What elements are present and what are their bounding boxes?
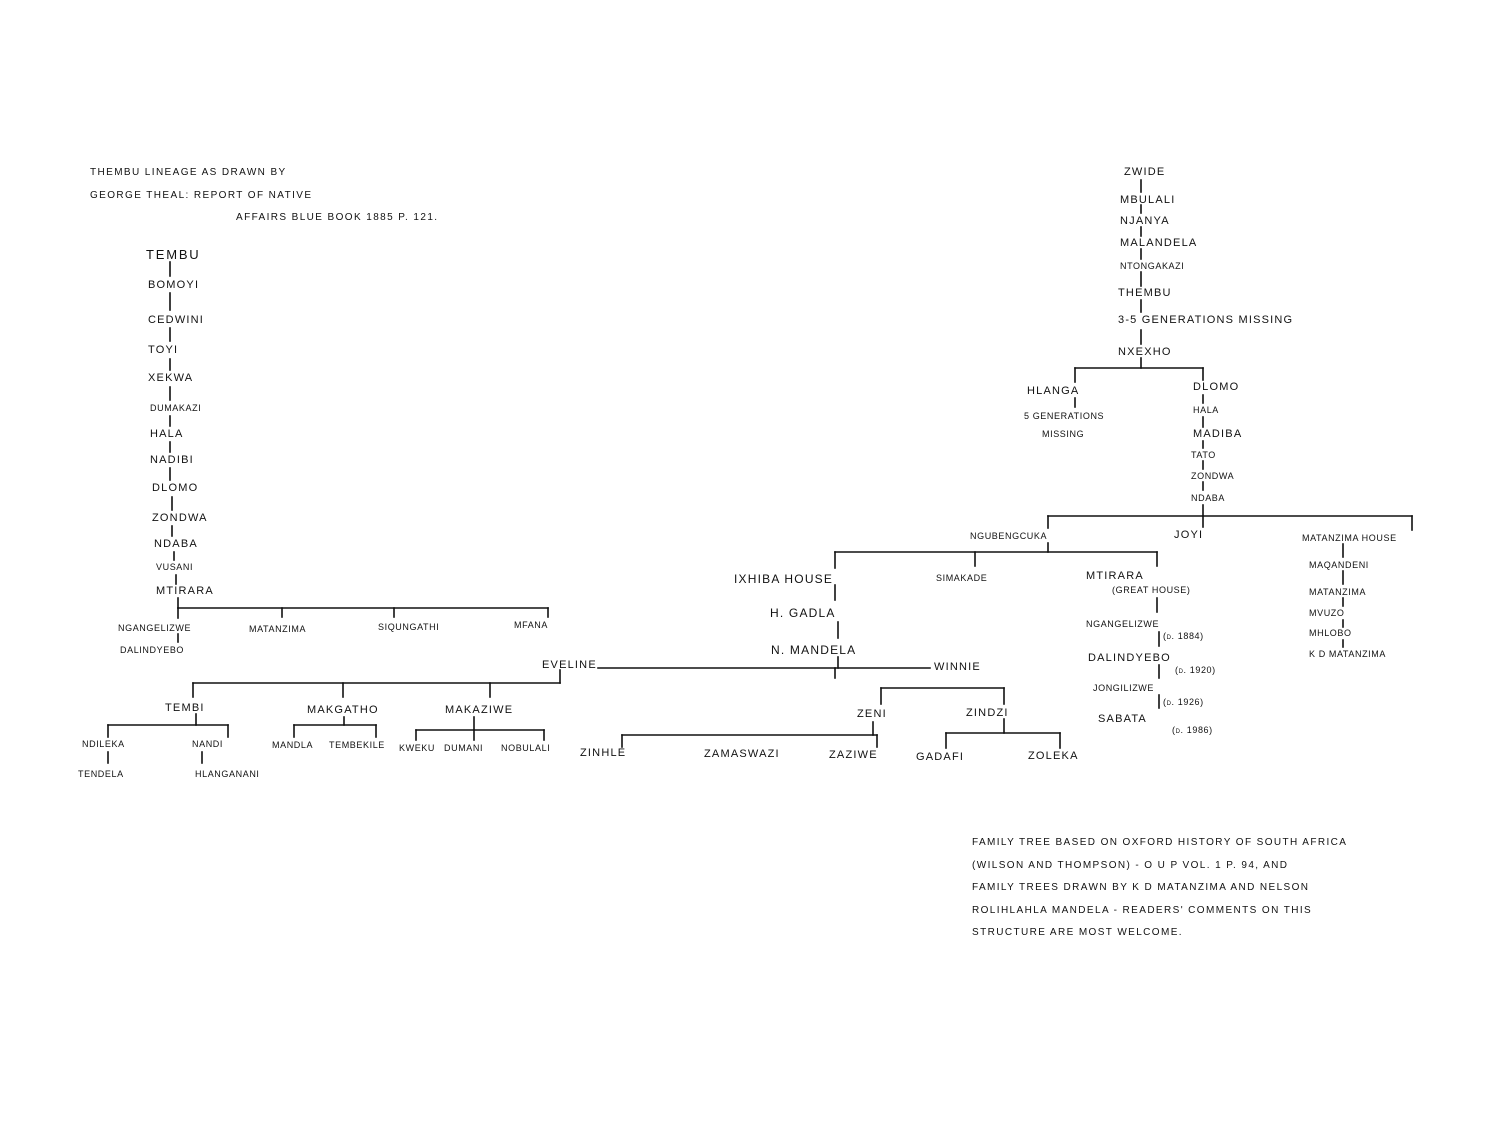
node-winnie: WINNIE — [934, 661, 981, 673]
footer-line: STRUCTURE ARE MOST WELCOME. — [972, 927, 1183, 938]
node-ixhiba-house: IXHIBA HOUSE — [734, 572, 834, 586]
node-zaziwe: ZAZIWE — [829, 749, 878, 761]
node-h-gadla: H. GADLA — [770, 606, 836, 620]
node-nobulali: NOBULALI — [501, 743, 551, 753]
node-mfana: MFANA — [514, 620, 549, 630]
node-xekwa: XEKWA — [148, 372, 194, 384]
node-eveline: EVELINE — [542, 659, 597, 671]
node-zindzi: ZINDZI — [966, 707, 1009, 719]
node-matanzima: MATANZIMA — [249, 624, 307, 634]
node-zondwa: ZONDWA — [152, 512, 208, 524]
node-death-1920: (d. 1920) — [1175, 665, 1216, 675]
node-death-1986: (d. 1986) — [1172, 725, 1213, 735]
node-joyi: JOYI — [1174, 529, 1204, 541]
node-dlomo: DLOMO — [152, 482, 199, 494]
node-dalindyebo: DALINDYEBO — [120, 645, 185, 655]
node-dlomo-main: DLOMO — [1193, 381, 1240, 393]
node-nadibi: NADIBI — [150, 454, 194, 466]
node-kd-matanzima: K D MATANZIMA — [1309, 649, 1386, 659]
source-note-footer: FAMILY TREE BASED ON OXFORD HISTORY OF S… — [972, 832, 1347, 945]
node-mtirara-main: MTIRARA — [1086, 570, 1144, 582]
node-dalindyebo-main: DALINDYEBO — [1088, 652, 1171, 664]
node-thembu: THEMBU — [1118, 287, 1172, 299]
node-hlanga: HLANGA — [1027, 385, 1080, 397]
node-mtirara: MTIRARA — [156, 585, 214, 597]
footer-line: FAMILY TREE BASED ON OXFORD HISTORY OF S… — [972, 837, 1348, 848]
node-zamaswazi: ZAMASWAZI — [704, 748, 780, 760]
footer-line: FAMILY TREES DRAWN BY K D MATANZIMA AND … — [972, 882, 1310, 893]
node-nandi: NANDI — [192, 739, 224, 749]
node-zwide: ZWIDE — [1124, 166, 1166, 178]
node-siqungathi: SIQUNGATHI — [378, 622, 440, 632]
node-tembi: TEMBI — [165, 702, 205, 714]
node-hala: HALA — [150, 428, 184, 440]
node-sabata: SABATA — [1098, 713, 1147, 725]
node-ngangelizwe: NGANGELIZWE — [118, 623, 192, 633]
node-makgatho: MAKGATHO — [307, 704, 379, 716]
node-ngangelizwe-main: NGANGELIZWE — [1086, 619, 1160, 629]
node-jongilizwe: JONGILIZWE — [1093, 683, 1155, 693]
node-hlanga-missing-2: MISSING — [1042, 429, 1085, 439]
node-generations-missing: 3-5 GENERATIONS MISSING — [1118, 314, 1294, 326]
footer-line: ROLIHLAHLA MANDELA - READERS' COMMENTS O… — [972, 904, 1313, 916]
source-note-theal: THEMBU LINEAGE AS DRAWN BY GEORGE THEAL:… — [90, 162, 438, 230]
node-tendela: TENDELA — [78, 769, 124, 779]
node-njanya: NJANYA — [1120, 215, 1170, 227]
node-ngubengcuka: NGUBENGCUKA — [970, 531, 1048, 541]
source-note-line: GEORGE THEAL: REPORT OF NATIVE — [90, 189, 313, 201]
node-mbulali: MBULALI — [1120, 194, 1176, 206]
node-death-1884: (d. 1884) — [1163, 631, 1204, 641]
node-tembekile: TEMBEKILE — [329, 740, 385, 750]
node-toyi: TOYI — [148, 344, 179, 356]
node-simakade: SIMAKADE — [936, 573, 988, 583]
node-n-mandela: N. MANDELA — [771, 643, 857, 657]
node-tembu: TEMBU — [146, 247, 201, 262]
node-dumani: DUMANI — [444, 743, 484, 753]
node-ndaba: NDABA — [154, 538, 198, 550]
node-malandela: MALANDELA — [1120, 237, 1198, 249]
node-kweku: KWEKU — [399, 743, 436, 753]
node-madiba: MADIBA — [1193, 428, 1243, 440]
source-note-line: THEMBU LINEAGE AS DRAWN BY — [90, 167, 287, 178]
node-bomoyi: BOMOYI — [148, 279, 200, 291]
node-cedwini: CEDWINI — [148, 314, 205, 326]
node-mhlobo: MHLOBO — [1309, 628, 1352, 638]
node-zoleka: ZOLEKA — [1028, 750, 1079, 762]
node-mvuzo: MVUZO — [1309, 608, 1345, 618]
node-nxexho: NXEXHO — [1118, 346, 1172, 358]
node-zeni: ZENI — [857, 708, 887, 720]
node-matanzima-house: MATANZIMA HOUSE — [1302, 533, 1397, 543]
node-gadafi: GADAFI — [916, 751, 965, 763]
node-vusani: VUSANI — [156, 562, 194, 572]
node-zinhle: ZINHLE — [580, 747, 627, 759]
node-hlanga-missing: 5 GENERATIONS — [1024, 411, 1105, 421]
footer-line: (WILSON AND THOMPSON) - O U P VOL. 1 P. … — [972, 859, 1289, 871]
node-hlanganani: HLANGANANI — [195, 769, 260, 779]
node-great-house: (GREAT HOUSE) — [1112, 585, 1191, 595]
node-zondwa-main: ZONDWA — [1191, 471, 1235, 481]
node-matanzima-son: MATANZIMA — [1309, 587, 1367, 597]
node-ndileka: NDILEKA — [82, 739, 125, 749]
node-ntongakazi: NTONGAKAZI — [1120, 261, 1185, 271]
node-maqandeni: MAQANDENI — [1309, 560, 1369, 570]
node-tato: TATO — [1191, 450, 1216, 460]
node-ndaba-main: NDABA — [1191, 493, 1226, 503]
node-dumakazi: DUMAKAZI — [150, 403, 202, 413]
node-makaziwe: MAKAZIWE — [445, 704, 514, 716]
node-mandla: MANDLA — [272, 740, 314, 750]
source-note-line: AFFAIRS BLUE BOOK 1885 P. 121. — [236, 212, 439, 223]
node-hala-main: HALA — [1193, 405, 1219, 415]
node-death-1926: (d. 1926) — [1163, 697, 1204, 707]
